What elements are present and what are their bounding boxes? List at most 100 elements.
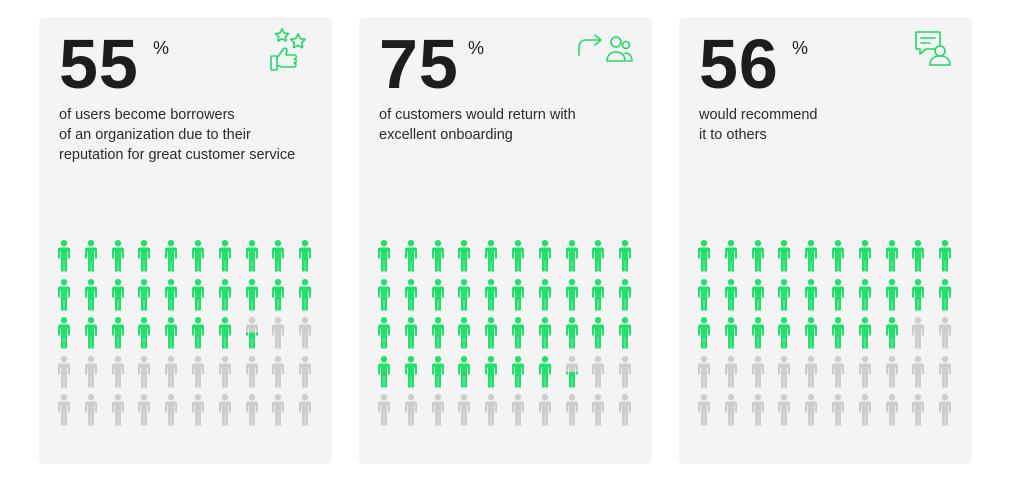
person-icon	[218, 317, 231, 349]
person-icon	[805, 278, 818, 310]
person-icon	[512, 355, 524, 387]
person-icon	[138, 355, 151, 387]
person-icon	[858, 355, 871, 387]
stat-description: would recommend it to others	[699, 105, 961, 145]
person-icon	[431, 240, 444, 272]
person-icon	[84, 240, 97, 272]
person-icon	[192, 317, 204, 349]
return-user-icon	[578, 34, 633, 62]
person-icon	[698, 278, 710, 310]
person-icon	[939, 278, 952, 310]
thumbs-up-stars-icon	[270, 28, 307, 71]
person-icon	[885, 355, 898, 387]
person-icon	[805, 355, 818, 387]
person-icon	[565, 240, 578, 272]
person-icon	[805, 240, 818, 272]
person-icon	[84, 355, 97, 387]
person-icon	[218, 240, 231, 272]
person-icon	[58, 317, 70, 349]
person-icon	[512, 394, 524, 426]
person-icon	[592, 355, 605, 387]
person-icon	[805, 394, 818, 426]
person-icon	[858, 394, 871, 426]
person-icon	[192, 278, 204, 310]
person-icon	[378, 394, 390, 426]
person-icon	[805, 317, 818, 349]
person-icon	[724, 317, 737, 349]
pictogram-grid	[375, 240, 639, 430]
person-icon	[858, 317, 871, 349]
person-icon	[485, 240, 498, 272]
person-icon	[912, 355, 925, 387]
person-icon	[538, 240, 551, 272]
person-icon	[245, 278, 258, 310]
person-icon	[751, 355, 764, 387]
person-icon	[565, 394, 578, 426]
person-icon	[698, 240, 710, 272]
person-icon	[619, 240, 632, 272]
percent-sign: %	[153, 38, 170, 58]
description-line: it to others	[699, 127, 767, 143]
person-icon	[592, 394, 605, 426]
person-icon	[431, 355, 444, 387]
person-icon	[378, 278, 390, 310]
stat-card-recommend: 56 % would recommend it to others	[679, 17, 972, 464]
person-icon	[939, 394, 952, 426]
person-icon	[272, 355, 285, 387]
person-icon	[111, 355, 124, 387]
person-icon	[165, 240, 178, 272]
description-line: excellent onboarding	[379, 127, 513, 143]
person-icon	[272, 278, 285, 310]
person-icon	[218, 394, 231, 426]
percent-sign: %	[792, 38, 809, 58]
person-icon	[538, 278, 551, 310]
person-icon	[565, 317, 578, 349]
person-icon	[485, 394, 498, 426]
person-icon	[84, 278, 97, 310]
person-icon	[538, 394, 551, 426]
person-icon	[165, 355, 178, 387]
person-icon	[751, 240, 764, 272]
person-icon	[111, 317, 124, 349]
person-icon	[404, 317, 417, 349]
percent-sign: %	[468, 38, 485, 58]
person-icon	[378, 355, 390, 387]
person-icon	[111, 278, 124, 310]
person-icon	[458, 240, 471, 272]
person-icon	[165, 317, 178, 349]
person-icon	[138, 278, 151, 310]
person-icon	[58, 394, 70, 426]
person-icon	[485, 355, 498, 387]
person-icon	[165, 278, 178, 310]
person-icon	[111, 240, 124, 272]
person-icon	[778, 355, 791, 387]
person-icon	[832, 355, 844, 387]
person-icon	[111, 394, 124, 426]
person-icon	[245, 317, 258, 349]
description-line: of users become borrowers	[59, 107, 235, 123]
person-icon	[458, 355, 471, 387]
person-icon	[58, 240, 70, 272]
person-icon	[431, 317, 444, 349]
person-icon	[299, 355, 312, 387]
person-icon	[485, 278, 498, 310]
pictogram-grid	[55, 240, 319, 430]
description-line: of customers would return with	[379, 107, 576, 123]
person-icon	[885, 317, 898, 349]
person-icon	[218, 355, 231, 387]
person-icon	[619, 394, 632, 426]
person-icon	[592, 317, 605, 349]
person-icon	[724, 278, 737, 310]
person-icon	[885, 394, 898, 426]
person-icon	[299, 240, 312, 272]
person-icon	[538, 355, 551, 387]
person-icon	[724, 240, 737, 272]
person-icon	[724, 355, 737, 387]
person-icon	[939, 317, 952, 349]
person-icon	[458, 317, 471, 349]
person-icon	[245, 240, 258, 272]
person-icon	[538, 317, 551, 349]
stat-card-borrowers: 55 % of users become borrowers of an org…	[39, 17, 332, 464]
person-icon	[84, 317, 97, 349]
person-icon	[592, 278, 605, 310]
